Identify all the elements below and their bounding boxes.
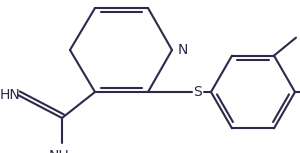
Text: S: S <box>194 85 202 99</box>
Text: N: N <box>178 43 188 57</box>
Text: HN: HN <box>0 88 21 102</box>
Text: NH₂: NH₂ <box>49 149 75 153</box>
